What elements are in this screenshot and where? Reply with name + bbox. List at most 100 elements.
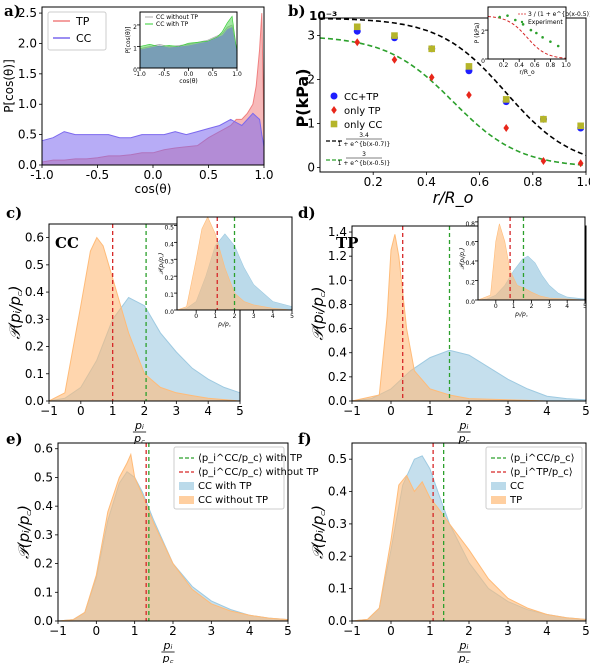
y-tick-label: 0.6: [328, 322, 347, 336]
inset-x-label: cos(θ): [179, 78, 197, 85]
data-point-only-tp: [540, 157, 547, 165]
area-series-cc: [41, 112, 265, 166]
y-axis-label: P[cos(θ)]: [2, 59, 16, 113]
x-tick-label: 4: [543, 404, 551, 418]
x-axis-label: pᵢp꜀: [457, 639, 471, 663]
y-tick-label: 1.2: [328, 249, 347, 263]
x-axis-label: pᵢp꜀: [132, 419, 147, 445]
x-tick-label: −1: [343, 624, 361, 638]
y-tick-label: 1.5: [18, 67, 37, 81]
data-point-only-tp: [354, 38, 361, 47]
legend-fit-denominator: 1 + e^{b(x-0.5)}: [338, 160, 391, 167]
data-point-only-tp: [503, 124, 509, 132]
inset-experiment-point: [506, 14, 509, 17]
y-tick-label: 0.2: [34, 557, 53, 571]
inset-experiment-point: [535, 31, 538, 35]
x-tick-label: 0: [194, 313, 198, 320]
chart-panel-e: −1 0 1 2 3 4 5 0.0 0.1 0.2 0.3 0.4 0.5 0.6 pᵢp꜀ 𝒫(pᵢ/p꜀…: [15, 442, 319, 663]
x-tick-label: 0.5: [199, 168, 218, 182]
x-tick-label: 5: [582, 624, 590, 638]
x-tick-label: 0: [387, 404, 395, 418]
y-tick-label: 0.0: [328, 614, 347, 628]
panel-title: TP: [336, 234, 358, 252]
y-tick-label: 1: [307, 117, 315, 131]
x-tick-label: 5: [290, 313, 294, 320]
legend-label: CC+TP: [344, 92, 378, 103]
panel-label-a: a): [4, 2, 21, 20]
inset-bg: [488, 7, 566, 59]
axis-label-denominator: p꜀: [162, 652, 174, 663]
x-tick-label: 4: [271, 313, 275, 320]
x-tick-label: −1: [40, 404, 58, 418]
y-tick-label: 0.6: [25, 231, 44, 245]
chart-panel-b: 0.2 0.4 0.6 0.8 1.0 0 1 2 3 10⁻³ r/R_o P(kPa) CC+TP o…: [293, 6, 590, 208]
panel-title: CC: [55, 234, 79, 252]
x-tick-label: 1: [109, 404, 117, 418]
y-tick-label: 0.5: [25, 258, 44, 272]
chart-panel-c: −1 0 1 2 3 4 5 0.0 0.1 0.2 0.3 0.4 0.5 0.6 CC pᵢp꜀ 𝒫(pᵢ/…: [6, 216, 294, 445]
inset-frame: [487, 6, 567, 60]
y-tick-label: 0.0: [465, 299, 475, 306]
chart-panel-f: −1 0 1 2 3 4 5 0.0 0.1 0.2 0.3 0.4 0.5 pᵢp꜀ 𝒫(pᵢ/p꜀) ⟨p…: [309, 442, 590, 663]
legend-swatch: [491, 482, 506, 490]
y-tick-label: 0.4: [328, 346, 347, 360]
y-axis-label: 𝒫(pᵢ/p꜀): [6, 285, 24, 339]
y-tick-label: 0.6: [34, 442, 53, 456]
inset-y-label: 𝒫(pᵢ/p꜀): [158, 253, 165, 275]
x-tick-label: 1: [512, 303, 516, 310]
y-tick-label: 1.4: [328, 225, 347, 239]
y-tick-label: 0.4: [34, 499, 53, 513]
y-tick-label: 0.2: [328, 549, 347, 563]
y-tick-label: 0.0: [25, 394, 44, 408]
inset-area-orange: [477, 223, 586, 301]
x-tick-label: 2: [233, 313, 237, 320]
y-tick-label: 0.0: [164, 309, 174, 316]
legend-label: CC without TP: [198, 495, 268, 506]
inset-experiment-point: [498, 15, 502, 19]
x-tick-label: 4: [246, 624, 254, 638]
x-tick-label: 0: [387, 624, 395, 638]
y-tick-label: 0.4: [25, 285, 44, 299]
y-tick-label: 2: [481, 29, 485, 36]
data-point-only-tp: [577, 159, 584, 168]
y-tick-label: 0.2: [25, 340, 44, 354]
data-point-only-cc: [391, 32, 398, 39]
x-tick-label: 0: [93, 624, 101, 638]
panel-label-e: e): [6, 430, 23, 448]
y-tick-label: 0.8: [465, 221, 475, 228]
y-tick-label: 0.5: [34, 470, 53, 484]
panel-label-f: f): [298, 430, 312, 448]
y-tick-label: 0.1: [25, 367, 44, 381]
data-point-only-cc: [465, 63, 473, 70]
fit-curve-1: [319, 37, 587, 166]
panel-label-d: d): [298, 204, 316, 222]
inset-legend-label: Experiment: [528, 19, 563, 26]
x-tick-label: 0.5: [208, 71, 218, 78]
y-tick-label: 0.3: [25, 312, 44, 326]
y-axis-label: P(kPa): [293, 68, 312, 127]
data-point-only-cc: [577, 122, 584, 130]
legend-label: ⟨p_i^CC/p_c⟩: [510, 453, 575, 464]
legend-label: only CC: [344, 120, 382, 131]
y-multiplier: 10⁻³: [309, 9, 337, 23]
inset-x-label: pᵢ/p꜀: [217, 321, 232, 328]
x-tick-label: 1.0: [561, 62, 571, 69]
y-tick-label: 0.0: [34, 614, 53, 628]
legend-marker: [330, 120, 338, 128]
x-tick-label: 2: [465, 624, 473, 638]
y-tick-label: 2: [133, 24, 137, 31]
x-tick-label: 3: [547, 303, 551, 310]
x-tick-label: 0.6: [530, 62, 540, 69]
x-tick-label: 5: [236, 404, 244, 418]
legend-fit-numerator: 3: [362, 151, 366, 158]
inset-legend-label: 3 / (1 + e^{b(x-0.5)}): [528, 11, 590, 18]
axis-label-numerator: pᵢ: [459, 419, 469, 432]
y-axis-label: 𝒫(pᵢ/p꜀): [309, 505, 327, 559]
legend-label: CC with TP: [198, 481, 252, 492]
legend-swatch: [179, 496, 194, 504]
x-tick-label: 4: [543, 624, 551, 638]
legend-marker: [330, 92, 338, 100]
chart-panel-a: -1.0 -0.5 0.0 0.5 1.0 0.0 0.5 1.0 1.5 2.0 2.5 cos(θ…: [2, 6, 274, 196]
axis-label-numerator: pᵢ: [163, 639, 173, 652]
